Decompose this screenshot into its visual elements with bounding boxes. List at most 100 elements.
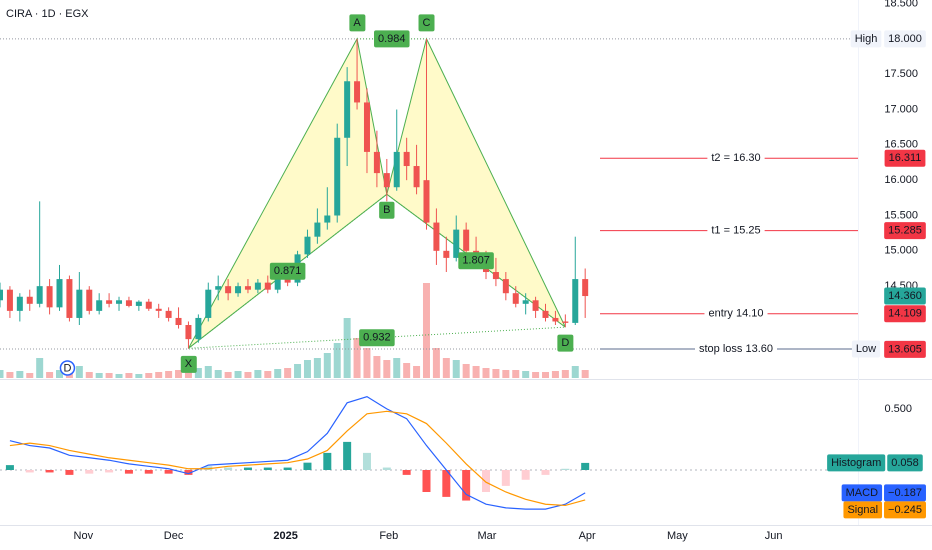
candle-body: [443, 250, 450, 258]
event-marker-label: D: [63, 362, 71, 374]
price-badge: 13.605: [888, 343, 922, 355]
pattern-ratio-bg: [374, 30, 410, 48]
level-label-bg: [707, 149, 765, 167]
candle-body: [155, 308, 162, 311]
volume-bar: [16, 371, 24, 378]
x-tick-label: Dec: [164, 530, 184, 542]
level-label-bg: [704, 305, 768, 323]
candle-body: [56, 279, 63, 308]
candle-body: [86, 289, 93, 311]
candle-body: [463, 229, 470, 251]
level-price-badge: 16.311: [889, 152, 922, 164]
y-tick-label: 15.000: [884, 245, 918, 257]
candle-body: [502, 279, 509, 294]
histogram-bar: [283, 467, 292, 470]
legend-name: Signal: [847, 504, 878, 516]
y-tick-label: 0.500: [884, 403, 912, 415]
legend-value-bg: [884, 501, 926, 519]
volume-bar: [403, 363, 411, 378]
histogram-bar: [45, 470, 54, 473]
price-badge-bg: [884, 340, 926, 358]
pattern-ratio-bg: [269, 262, 306, 280]
macd-line: [9, 396, 586, 510]
pattern-point-label-bg: [418, 14, 435, 32]
volume-bar: [333, 343, 341, 378]
volume-bar: [303, 360, 311, 378]
candle-body: [274, 275, 281, 290]
candle-body: [403, 151, 410, 167]
histogram-bar: [521, 470, 530, 480]
event-marker: [59, 360, 76, 376]
candle-body: [116, 300, 123, 304]
histogram-bar: [144, 470, 153, 474]
candle-body: [373, 151, 380, 174]
volume-bar: [482, 368, 490, 378]
histogram-bar: [263, 467, 272, 470]
candle-body: [354, 81, 361, 103]
histogram-bar: [224, 467, 233, 470]
candle-body: [125, 300, 132, 306]
volume-bar: [343, 318, 351, 378]
volume-bar: [571, 366, 579, 378]
volume-bar: [6, 372, 14, 378]
low-line-label-bg: [851, 340, 881, 358]
candle-body: [552, 317, 559, 322]
chart-title: CIRA · 1D · EGX: [6, 8, 89, 20]
histogram-bar: [105, 470, 114, 473]
volume-bar: [502, 370, 510, 378]
candle-body: [334, 137, 341, 216]
volume-bar: [135, 374, 143, 378]
volume-bar: [145, 373, 153, 378]
candle-body: [562, 321, 569, 323]
legend-value: −0.245: [888, 504, 922, 516]
candle-body: [314, 222, 321, 237]
volume-bar: [115, 374, 123, 378]
volume-bar: [422, 283, 430, 378]
candle-body: [433, 222, 440, 251]
candle-body: [453, 229, 460, 258]
high-line-label: High: [855, 33, 878, 45]
volume-bar: [472, 366, 480, 378]
pattern-ratio: 1.807: [462, 255, 490, 267]
volume-bar: [294, 364, 302, 378]
candle-body: [532, 300, 539, 311]
volume-bar: [214, 370, 222, 378]
histogram-bar: [184, 470, 193, 475]
candle-body: [225, 286, 232, 294]
candle-body: [512, 293, 519, 304]
volume-bar: [194, 368, 202, 378]
pattern-point-label-bg: [349, 14, 366, 32]
candle-body: [96, 300, 103, 311]
volume-bar: [512, 370, 520, 378]
pattern-point-label: D: [561, 337, 569, 349]
volume-bar: [204, 366, 212, 378]
legend-value-bg: [884, 484, 926, 502]
volume-bar: [284, 368, 292, 378]
volume-bar: [105, 373, 113, 378]
candle-body: [413, 166, 420, 188]
candle-body: [264, 282, 271, 290]
candle-body: [244, 286, 251, 290]
volume-bar: [26, 373, 34, 378]
histogram-bar: [422, 470, 431, 492]
candle-body: [522, 300, 529, 304]
volume-bar: [532, 372, 540, 378]
last-price-badge: 14.360: [888, 290, 922, 302]
volume-bar: [561, 370, 569, 378]
volume-bar: [254, 370, 262, 378]
candle-body: [6, 289, 13, 311]
candle-body: [572, 279, 579, 323]
pattern-ratio: 0.984: [378, 33, 406, 45]
pattern-ratio: 0.871: [274, 265, 302, 277]
histogram-bar: [382, 467, 391, 470]
volume-bar: [363, 348, 371, 378]
volume-bar: [462, 364, 470, 378]
pattern-point-label: X: [185, 358, 193, 370]
x-tick-label: Apr: [579, 530, 596, 542]
candle-body: [135, 301, 142, 306]
level-label: entry 14.10: [708, 308, 763, 320]
candle-body: [324, 215, 331, 223]
level-label: t2 = 16.30: [711, 152, 760, 164]
histogram-bar: [85, 470, 94, 474]
